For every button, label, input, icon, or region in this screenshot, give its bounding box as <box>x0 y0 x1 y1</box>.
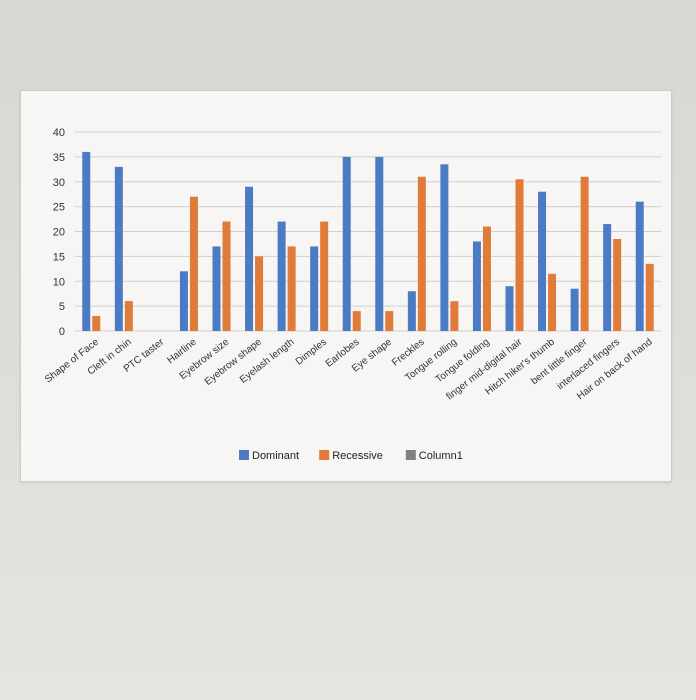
x-category-label: Dimples <box>294 337 329 368</box>
bar-dominant <box>310 246 319 331</box>
y-tick-label: 20 <box>53 227 65 239</box>
bar-recessive <box>124 301 133 331</box>
bar-dominant <box>82 151 91 331</box>
y-axis-ticks: 0 5 10 15 20 25 30 35 40 <box>53 127 65 338</box>
bar-recessive <box>287 246 296 331</box>
bar-recessive <box>320 221 329 331</box>
bar-recessive <box>222 221 231 331</box>
legend-label: Recessive <box>332 450 383 462</box>
bar-recessive <box>482 226 491 331</box>
bar-dominant <box>440 164 449 331</box>
y-tick-label: 35 <box>53 152 65 164</box>
x-category-label: Shape of Face <box>43 336 101 385</box>
bar-recessive <box>92 316 101 331</box>
bar-dominant <box>472 241 481 331</box>
bar-recessive <box>645 263 654 331</box>
bar-recessive <box>580 176 589 331</box>
y-tick-label: 40 <box>53 127 65 139</box>
legend-label: Dominant <box>252 450 299 462</box>
legend-swatch <box>239 450 249 460</box>
bar-dominant <box>212 246 221 331</box>
y-tick-label: 15 <box>53 251 65 263</box>
bar-recessive <box>548 273 557 331</box>
chart-paper: 0 5 10 15 20 25 30 35 40 Shape of Face Cleft in c… <box>20 90 672 482</box>
legend: Dominant Recessive Column1 <box>239 450 463 462</box>
bar-dominant <box>245 186 254 331</box>
bar-dominant <box>375 156 384 331</box>
y-tick-label: 10 <box>53 276 65 288</box>
bar-dominant <box>538 191 547 331</box>
y-tick-label: 25 <box>53 202 65 214</box>
legend-label: Column1 <box>419 450 463 462</box>
bar-dominant <box>570 288 579 331</box>
gridlines <box>75 131 661 332</box>
bar-dominant <box>114 166 123 331</box>
bar-dominant <box>635 201 644 331</box>
y-tick-label: 0 <box>59 326 65 338</box>
bar-dominant <box>179 271 188 331</box>
legend-swatch <box>319 450 330 460</box>
bar-dominant <box>342 156 351 331</box>
bar-dominant <box>505 286 514 331</box>
legend-swatch <box>405 450 416 460</box>
y-tick-label: 5 <box>59 301 65 313</box>
bars <box>82 151 654 331</box>
bar-recessive <box>352 311 361 331</box>
bar-dominant <box>407 291 416 331</box>
bar-dominant <box>277 221 286 331</box>
bar-recessive <box>450 301 459 331</box>
bar-recessive <box>189 196 198 331</box>
bar-recessive <box>385 311 394 331</box>
bar-recessive <box>515 179 524 331</box>
x-category-label: Eyebrow shape <box>203 336 264 387</box>
bar-recessive <box>417 176 426 331</box>
bar-recessive <box>613 238 622 331</box>
bar-recessive <box>255 256 264 331</box>
y-tick-label: 30 <box>53 177 65 189</box>
bar-dominant <box>603 224 612 331</box>
